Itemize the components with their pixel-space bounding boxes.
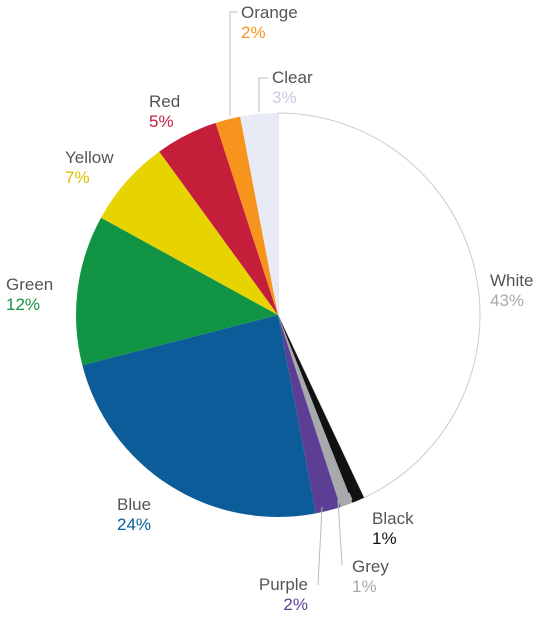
- slice-label-red: Red: [149, 92, 180, 111]
- slice-percent-black: 1%: [372, 529, 397, 548]
- slice-label-white: White: [490, 271, 533, 290]
- slice-labels: White43%Black1%Grey1%Purple2%Blue24%Gree…: [6, 3, 533, 614]
- leader-line-orange: [229, 11, 238, 116]
- pie-slice-orange: [215, 116, 278, 315]
- slice-label-clear: Clear: [272, 68, 313, 87]
- slice-percent-grey: 1%: [352, 577, 377, 596]
- pie-slices: [76, 112, 481, 517]
- pie-slice-blue: [82, 315, 316, 517]
- slice-label-purple: Purple: [259, 575, 308, 594]
- slice-label-blue: Blue: [117, 495, 151, 514]
- pie-slice-red: [159, 122, 278, 315]
- slice-label-grey: Grey: [352, 557, 389, 576]
- leader-lines: [229, 11, 353, 586]
- slice-percent-green: 12%: [6, 295, 40, 314]
- slice-label-green: Green: [6, 275, 53, 294]
- slice-percent-blue: 24%: [117, 515, 151, 534]
- leader-line-purple: [317, 506, 323, 586]
- slice-percent-yellow: 7%: [65, 168, 90, 187]
- pie-slice-clear: [240, 113, 278, 315]
- pie-slice-yellow: [100, 151, 279, 315]
- slice-percent-orange: 2%: [241, 23, 266, 42]
- slice-percent-purple: 2%: [283, 595, 308, 614]
- pie-slice-black: [278, 315, 365, 503]
- pie-slice-grey: [278, 315, 353, 508]
- leader-line-black: [348, 492, 353, 501]
- slice-label-black: Black: [372, 509, 414, 528]
- slice-percent-clear: 3%: [272, 88, 297, 107]
- slice-percent-red: 5%: [149, 112, 174, 131]
- slice-label-yellow: Yellow: [65, 148, 114, 167]
- leader-line-clear: [258, 77, 268, 112]
- pie-slice-purple: [278, 315, 341, 514]
- slice-label-orange: Orange: [241, 3, 298, 22]
- pie-slice-white: [277, 112, 481, 499]
- pie-slice-green: [76, 217, 278, 366]
- leader-line-grey: [337, 499, 343, 566]
- slice-percent-white: 43%: [490, 291, 524, 310]
